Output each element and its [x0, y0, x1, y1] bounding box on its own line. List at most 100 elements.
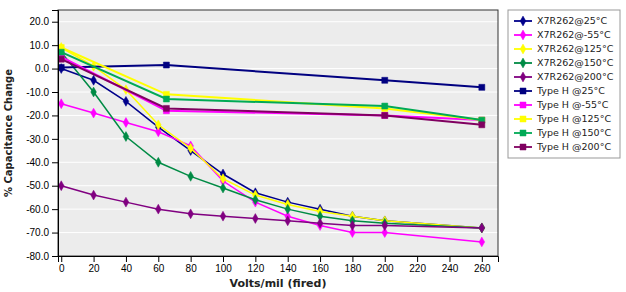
y-tick-mark — [52, 256, 58, 257]
legend-item: X7R262@125°C — [514, 43, 614, 54]
marker — [91, 87, 97, 97]
x-tick-mark — [126, 256, 127, 262]
x-tick: 140 — [280, 256, 297, 274]
y-tick-label: -60.0 — [26, 204, 49, 215]
y-tick-label: -30.0 — [26, 134, 49, 145]
x-tick-label: 0 — [59, 263, 65, 274]
y-tick: 20.0 — [30, 16, 58, 27]
y-tick-mark — [52, 69, 58, 70]
x-tick-mark — [288, 256, 289, 262]
legend-label: X7R262@-55°C — [537, 29, 611, 40]
x-tick-mark — [449, 256, 450, 262]
legend-swatch-marker — [520, 88, 526, 94]
x-tick: 20 — [89, 256, 101, 274]
y-tick-mark — [52, 162, 58, 163]
series-line — [61, 47, 482, 227]
y-tick: -30.0 — [26, 134, 58, 145]
plot: 02040608010012014016018020022024026020.0… — [3, 10, 620, 290]
legend-item: Type H @200°C — [514, 141, 611, 152]
y-tick: -60.0 — [26, 204, 58, 215]
marker — [163, 62, 169, 68]
y-tick-label: 20.0 — [30, 16, 50, 27]
y-tick-mark — [52, 139, 58, 140]
marker — [350, 221, 356, 231]
marker — [123, 132, 129, 142]
marker — [188, 143, 194, 153]
marker — [58, 99, 64, 109]
x-tick-mark — [320, 256, 321, 262]
marker — [220, 183, 226, 193]
marker — [220, 174, 226, 184]
x-tick-mark — [385, 256, 386, 262]
legend-label: Type H @-55°C — [536, 99, 609, 110]
legend-swatch-marker — [520, 130, 526, 136]
marker — [58, 49, 64, 55]
x-tick-mark — [482, 256, 483, 262]
legend-box — [508, 10, 620, 158]
x-tick: 200 — [377, 256, 394, 274]
legend-swatch-marker — [520, 16, 526, 26]
y-tick-mark — [52, 186, 58, 187]
series — [58, 62, 485, 90]
marker — [123, 118, 129, 128]
marker — [58, 56, 64, 62]
series — [58, 181, 484, 233]
marker — [220, 211, 226, 221]
legend-label: Type H @200°C — [536, 141, 611, 152]
y-tick: 0.0 — [35, 63, 58, 74]
plot-frame — [58, 10, 498, 256]
y-tick-mark — [52, 22, 58, 23]
legend-item: Type H @25°C — [514, 85, 605, 96]
x-axis-line — [59, 257, 499, 263]
y-tick: -80.0 — [26, 251, 58, 262]
marker — [163, 105, 169, 111]
series-line — [61, 47, 482, 120]
marker — [382, 77, 388, 83]
marks — [58, 43, 485, 247]
x-tick: 0 — [59, 256, 65, 274]
legend-swatch-marker — [520, 44, 526, 54]
y-tick: -20.0 — [26, 110, 58, 121]
marker — [479, 84, 485, 90]
y-tick: -10.0 — [26, 87, 58, 98]
x-tick-label: 120 — [248, 263, 265, 274]
legend-item: X7R262@200°C — [514, 71, 614, 82]
y-axis-line — [52, 11, 59, 257]
legend-item: Type H @150°C — [514, 127, 611, 138]
legend-label: X7R262@150°C — [537, 57, 614, 68]
grid-line — [58, 21, 498, 22]
marker — [382, 103, 388, 109]
x-tick-mark — [61, 256, 62, 262]
legend-swatch-marker — [520, 72, 526, 82]
legend-swatch-marker — [520, 30, 526, 40]
x-tick-label: 240 — [442, 263, 459, 274]
marker — [188, 209, 194, 219]
marker — [253, 214, 259, 224]
x-tick: 80 — [186, 256, 198, 274]
marker — [123, 96, 129, 106]
y-tick-label: 0.0 — [35, 63, 49, 74]
marker — [382, 112, 388, 118]
x-tick: 220 — [409, 256, 426, 274]
marker — [58, 64, 64, 70]
marker — [382, 112, 388, 118]
marker — [155, 120, 161, 130]
legend-swatch-marker — [520, 144, 526, 150]
legend-label: X7R262@25°C — [537, 15, 608, 26]
x-tick: 240 — [442, 256, 459, 274]
legend-item: X7R262@150°C — [514, 57, 614, 68]
marker — [382, 221, 388, 231]
x-tick-label: 160 — [312, 263, 329, 274]
legend-swatch-marker — [520, 116, 526, 122]
x-tick-label: 220 — [409, 263, 426, 274]
x-tick-label: 100 — [215, 263, 232, 274]
y-tick-mark — [52, 45, 58, 46]
grid-line — [58, 68, 498, 69]
x-tick: 260 — [474, 256, 491, 274]
marker — [479, 237, 485, 247]
grid-line — [58, 162, 498, 163]
plot-background — [58, 10, 498, 256]
legend-label: Type H @25°C — [536, 85, 605, 96]
series-line — [61, 59, 482, 125]
y-tick: 10.0 — [30, 40, 58, 51]
